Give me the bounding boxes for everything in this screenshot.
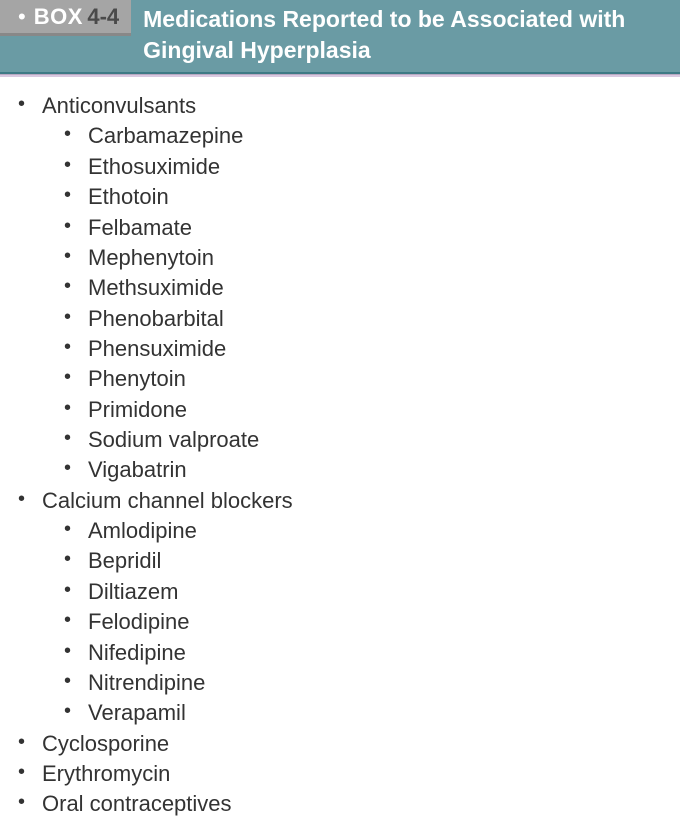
category-item: Erythromycin bbox=[0, 759, 680, 789]
content-area: Anticonvulsants CarbamazepineEthosuximide… bbox=[0, 77, 680, 820]
category-item: Oral contraceptives bbox=[0, 789, 680, 819]
medication-item: Amlodipine bbox=[42, 516, 680, 546]
medication-item: Verapamil bbox=[42, 698, 680, 728]
header-bullet-icon: • bbox=[18, 6, 26, 28]
medication-item: Diltiazem bbox=[42, 577, 680, 607]
medication-sub-list: CarbamazepineEthosuximideEthotoinFelbama… bbox=[42, 121, 680, 485]
medication-item: Ethosuximide bbox=[42, 152, 680, 182]
box-number: 4-4 bbox=[87, 4, 119, 29]
medication-item: Sodium valproate bbox=[42, 425, 680, 455]
medication-item: Bepridil bbox=[42, 546, 680, 576]
medication-item: Phenytoin bbox=[42, 364, 680, 394]
medication-sub-list: AmlodipineBepridilDiltiazemFelodipineNif… bbox=[42, 516, 680, 729]
category-name: Anticonvulsants bbox=[42, 93, 196, 118]
box-title: Medications Reported to be Associated wi… bbox=[143, 4, 664, 66]
medication-item: Vigabatrin bbox=[42, 455, 680, 485]
category-name: Erythromycin bbox=[42, 761, 170, 786]
medication-category-list: Anticonvulsants CarbamazepineEthosuximide… bbox=[0, 91, 680, 820]
medication-item: Carbamazepine bbox=[42, 121, 680, 151]
category-name: Oral contraceptives bbox=[42, 791, 232, 816]
medication-item: Methsuximide bbox=[42, 273, 680, 303]
medication-item: Primidone bbox=[42, 395, 680, 425]
box-label-text: BOX bbox=[34, 4, 83, 29]
category-item: Calcium channel blockers AmlodipineBeprid… bbox=[0, 486, 680, 729]
category-item: Anticonvulsants CarbamazepineEthosuximide… bbox=[0, 91, 680, 486]
medication-item: Mephenytoin bbox=[42, 243, 680, 273]
box-title-wrap: Medications Reported to be Associated wi… bbox=[131, 0, 680, 72]
medication-item: Felbamate bbox=[42, 213, 680, 243]
medication-item: Nitrendipine bbox=[42, 668, 680, 698]
category-name: Calcium channel blockers bbox=[42, 488, 293, 513]
medication-item: Felodipine bbox=[42, 607, 680, 637]
medication-item: Phenobarbital bbox=[42, 304, 680, 334]
box-label-wrap: • BOX 4-4 bbox=[0, 0, 131, 36]
box-label: BOX 4-4 bbox=[34, 4, 119, 30]
medication-item: Ethotoin bbox=[42, 182, 680, 212]
medication-item: Nifedipine bbox=[42, 638, 680, 668]
box-header: • BOX 4-4 Medications Reported to be Ass… bbox=[0, 0, 680, 74]
category-item: Cyclosporine bbox=[0, 729, 680, 759]
medication-item: Phensuximide bbox=[42, 334, 680, 364]
category-name: Cyclosporine bbox=[42, 731, 169, 756]
